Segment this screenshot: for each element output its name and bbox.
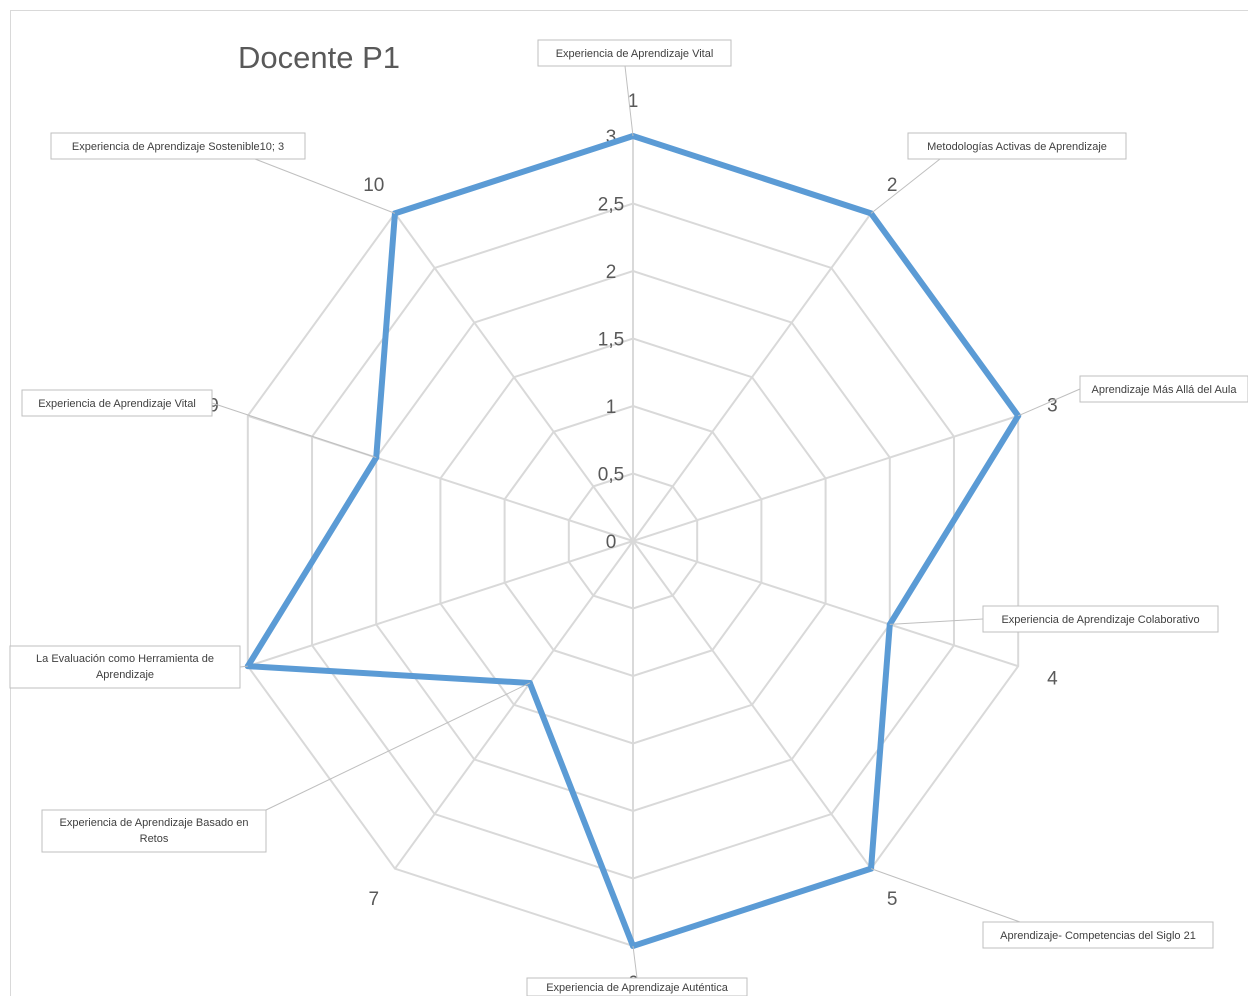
data-label-1: Experiencia de Aprendizaje Vital	[556, 48, 714, 60]
leader-line-3	[1017, 388, 1081, 417]
grid-spoke-5	[632, 540, 872, 870]
category-label-7: 7	[368, 889, 379, 910]
data-label-2: Metodologías Activas de Aprendizaje	[927, 141, 1107, 153]
data-label-box-10	[50, 132, 306, 160]
grid-layer	[246, 134, 1020, 948]
data-label-box-4	[982, 605, 1219, 633]
leader-line-1	[624, 65, 634, 137]
r-tick-label: 2	[606, 262, 617, 283]
r-tick-label: 1	[606, 397, 617, 418]
tick-layer: 0 0,5 1 1,5 2 2,5 3	[598, 127, 624, 553]
leader-line-8	[239, 665, 248, 668]
leader-line-9	[211, 402, 377, 459]
grid-spoke-2	[632, 212, 872, 542]
leader-line-5	[870, 868, 1021, 923]
grid-spoke-7	[394, 540, 634, 870]
chart-title: Docente P1	[238, 40, 400, 75]
grid-spoke-4	[632, 540, 1019, 668]
chart-frame	[10, 10, 1248, 996]
r-tick-label: 1,5	[598, 330, 624, 351]
data-label-box-2	[907, 132, 1127, 160]
leader-line-2	[870, 158, 941, 214]
r-tick-label: 0	[606, 532, 617, 553]
data-label-8: La Evaluación como Herramienta de Aprendi…	[36, 653, 214, 681]
grid-spoke-10	[394, 212, 634, 542]
category-label-1: 1	[628, 91, 639, 112]
r-tick-label: 0,5	[598, 465, 624, 486]
data-label-6: Experiencia de Aprendizaje Auténtica	[546, 982, 729, 994]
category-label-10: 10	[363, 175, 384, 196]
data-label-4: Experiencia de Aprendizaje Colaborativo	[1001, 614, 1199, 626]
data-label-box-7	[41, 809, 267, 853]
category-label-5: 5	[887, 889, 898, 910]
data-label-layer: Experiencia de Aprendizaje Vital Metodolo…	[9, 39, 1248, 996]
leader-line-10	[254, 158, 396, 214]
category-label-9: 9	[208, 396, 219, 417]
data-label-10: Experiencia de Aprendizaje Sostenible10;…	[72, 141, 284, 153]
grid-spoke-3	[632, 414, 1019, 542]
category-label-4: 4	[1047, 668, 1058, 689]
r-tick-label: 3	[606, 127, 617, 148]
data-label-box-1	[537, 39, 732, 67]
data-label-box-3	[1079, 375, 1248, 403]
data-label-9: Experiencia de Aprendizaje Vital	[38, 398, 196, 410]
data-label-box-5	[982, 921, 1214, 949]
r-tick-label: 2,5	[598, 195, 624, 216]
data-label-box-6	[526, 977, 748, 996]
data-label-box-9	[21, 389, 213, 417]
data-label-7: Experiencia de Aprendizaje Basado en Reto…	[60, 817, 249, 845]
leader-line-7	[265, 682, 531, 811]
data-label-3: Aprendizaje Más Allá del Aula	[1092, 384, 1238, 396]
category-label-3: 3	[1047, 396, 1058, 417]
data-label-5: Aprendizaje- Competencias del Siglo 21	[1000, 930, 1196, 942]
data-label-box-8	[9, 645, 241, 689]
leader-line-6	[632, 945, 638, 979]
category-label-2: 2	[887, 175, 898, 196]
leader-line-4	[889, 618, 984, 625]
grid-spoke-8	[247, 540, 634, 668]
